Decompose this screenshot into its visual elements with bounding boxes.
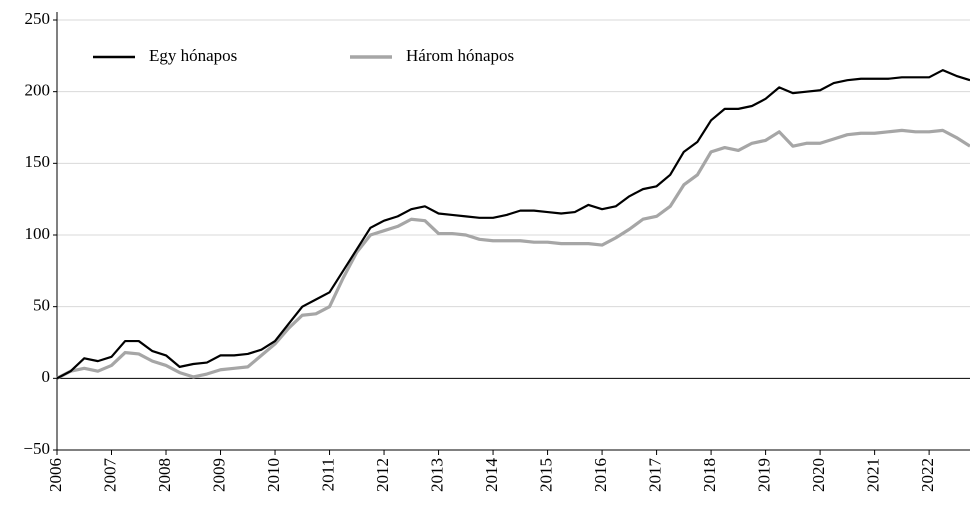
y-tick-label: 150	[25, 152, 51, 171]
x-tick-label: 2006	[46, 458, 65, 492]
legend-label: Egy hónapos	[149, 46, 237, 65]
y-tick-label: 100	[25, 224, 51, 243]
y-tick-label: −50	[23, 439, 50, 458]
x-tick-label: 2017	[645, 458, 664, 493]
x-tick-label: 2010	[264, 458, 283, 492]
y-tick-label: 0	[42, 367, 51, 386]
x-tick-label: 2014	[482, 458, 501, 493]
x-tick-label: 2018	[700, 458, 719, 492]
y-tick-label: 50	[33, 296, 50, 315]
x-tick-label: 2021	[864, 458, 883, 492]
x-tick-label: 2019	[755, 458, 774, 492]
x-tick-label: 2015	[536, 458, 555, 492]
legend-label: Három hónapos	[406, 46, 514, 65]
x-tick-label: 2012	[373, 458, 392, 492]
x-tick-label: 2007	[100, 458, 119, 493]
x-tick-label: 2016	[591, 458, 610, 492]
x-tick-label: 2013	[427, 458, 446, 492]
x-tick-label: 2022	[918, 458, 937, 492]
y-tick-label: 250	[25, 9, 51, 28]
y-tick-label: 200	[25, 81, 51, 100]
x-tick-label: 2011	[318, 458, 337, 491]
x-tick-label: 2008	[155, 458, 174, 492]
x-tick-label: 2020	[809, 458, 828, 492]
series-line	[56, 128, 970, 380]
series-line	[56, 69, 970, 380]
x-tick-label: 2009	[209, 458, 228, 492]
